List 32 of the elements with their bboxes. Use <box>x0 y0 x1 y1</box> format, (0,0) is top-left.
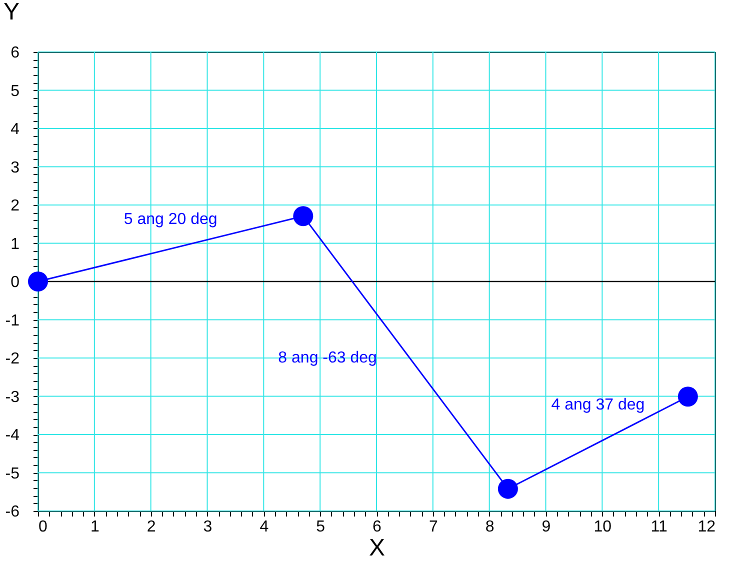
x-tick-label: 8 <box>485 518 494 536</box>
x-tick-label: 11 <box>650 518 668 536</box>
point <box>678 386 698 407</box>
x-tick-label: 5 <box>316 518 326 536</box>
point <box>293 206 314 226</box>
x-tick-label: 12 <box>698 518 716 536</box>
y-tick-label: 1 <box>10 236 20 253</box>
y-tick-label: 6 <box>10 44 20 62</box>
y-tick-label: 5 <box>10 82 20 100</box>
y-tick-label: 3 <box>10 159 20 176</box>
point <box>28 272 48 292</box>
point <box>498 478 518 499</box>
y-tick-label: 2 <box>10 198 20 214</box>
y-tick-label: -4 <box>5 427 20 444</box>
x-tick-label: 2 <box>146 518 156 536</box>
y-tick-label: -1 <box>5 312 20 330</box>
y-tick-label: 0 <box>10 274 20 291</box>
y-tick-label: -2 <box>5 350 20 368</box>
x-tick-label: 6 <box>372 518 382 536</box>
y-tick-label: -5 <box>5 465 20 482</box>
x-tick-label: 1 <box>90 518 100 536</box>
y-tick-label: -3 <box>5 388 20 406</box>
x-tick-label: 3 <box>203 518 212 536</box>
x-tick-label: 7 <box>428 518 438 536</box>
x-tick-label: 0 <box>38 518 48 536</box>
x-tick-label: 9 <box>542 518 551 536</box>
y-tick-label: -6 <box>5 504 20 520</box>
x-tick-label: 4 <box>260 518 269 536</box>
x-tick-label: 10 <box>594 518 612 536</box>
y-tick-label: 4 <box>10 121 20 138</box>
y-axis-title: Y <box>4 0 20 26</box>
x-axis-title: X <box>368 534 386 562</box>
